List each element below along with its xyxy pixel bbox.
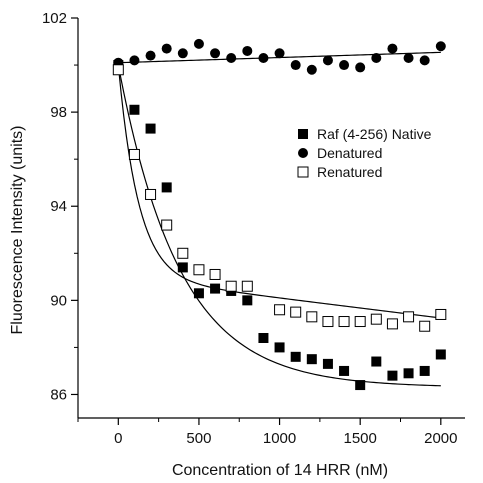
x-tick-label: 500 [186,430,211,447]
denatured-point [226,53,237,63]
fit-curve-renatured [117,65,441,319]
denatured-point [322,55,333,66]
denatured-point [129,55,140,66]
y-tick-label: 86 [50,386,67,403]
y-tick-label: 98 [50,104,67,121]
renatured-point [322,316,334,328]
denatured-point [290,60,301,71]
native-point [145,123,156,134]
axes: 86 90 94 98 102 0 500 1000 1500 2000 [42,10,465,447]
native-point [419,365,430,376]
native-point [371,356,382,367]
denatured-point [371,53,382,63]
renatured-point [177,247,189,259]
native-point [306,354,317,365]
renatured-point [338,316,350,328]
renatured-point [128,148,140,160]
native-point [274,342,285,353]
denatured-point [306,64,317,75]
renatured-point [435,308,447,320]
x-tick-label: 2000 [424,430,457,447]
renatured-point [225,280,237,292]
denatured-point [258,53,269,63]
native-point [290,351,301,362]
renatured-point [403,311,415,323]
renatured-point [354,316,366,328]
renatured-point [193,264,205,276]
native-point [193,288,204,299]
renatured-point [370,313,382,325]
denatured-point [210,48,221,59]
native-point [258,333,269,343]
native-point [177,262,188,273]
native-point [435,349,446,360]
legend-label: Raf (4-256) Native [317,126,432,142]
native-point [242,295,253,306]
legend-swatch-native [298,129,308,139]
denatured-point [419,55,430,66]
native-point [129,104,140,115]
legend-label: Renatured [317,164,382,180]
legend-label: Denatured [317,145,382,161]
y-tick-label: 94 [50,198,67,215]
native-point [339,365,350,376]
legend-swatch-denatured [298,148,308,158]
denatured-point [177,48,188,59]
legend: Raf (4-256) Native Denatured Renatured [297,126,432,180]
denatured-point [161,43,172,54]
y-tick-label: 102 [42,10,67,27]
native-point [161,182,172,193]
fit-curves [117,51,441,387]
denatured-point [339,60,350,71]
x-tick-label: 1000 [263,430,296,447]
denatured-point [242,45,253,56]
native-point [387,370,398,381]
y-tick-label: 90 [50,292,67,309]
native-point [322,358,333,369]
renatured-point [419,320,431,332]
renatured-point [161,219,173,231]
renatured-point [241,280,253,292]
renatured-point [145,188,157,200]
denatured-point [355,62,366,73]
denatured-point [193,38,204,49]
data-markers [112,38,447,391]
denatured-point [403,53,414,63]
y-axis-title: Fluorescence Intensity (units) [9,126,26,335]
renatured-point [274,304,286,316]
native-point [403,368,414,379]
x-axis-title: Concentration of 14 HRR (nM) [172,462,388,479]
denatured-point [145,50,156,61]
denatured-point [435,41,446,52]
legend-swatch-renatured [297,166,309,178]
x-tick-label: 0 [114,430,122,447]
renatured-point [112,64,124,76]
denatured-point [387,43,398,54]
renatured-point [290,306,302,318]
renatured-point [386,318,398,330]
fit-curve-native [117,64,441,387]
native-point [210,283,221,294]
renatured-point [306,311,318,323]
x-tick-label: 1500 [344,430,377,447]
renatured-point [209,268,221,280]
native-point [355,380,366,391]
denatured-point [274,48,285,59]
